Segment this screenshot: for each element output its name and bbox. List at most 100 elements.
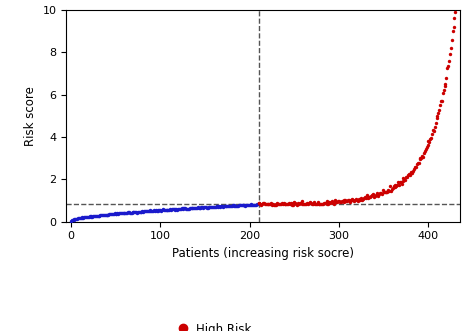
Point — [281, 201, 288, 207]
Point — [114, 211, 121, 216]
Point — [92, 213, 100, 218]
Point — [155, 208, 163, 213]
Point — [120, 210, 128, 215]
Point — [148, 209, 156, 214]
Point — [274, 201, 282, 207]
Point — [292, 202, 300, 207]
Point — [404, 172, 412, 178]
Point — [452, 9, 459, 15]
Point — [283, 201, 290, 206]
Point — [193, 205, 201, 211]
Point — [166, 207, 174, 212]
Point — [190, 205, 197, 210]
Legend: High Risk, Low Risk: High Risk, Low Risk — [174, 317, 257, 331]
Point — [228, 203, 236, 209]
Point — [383, 189, 390, 195]
Point — [335, 198, 343, 204]
Point — [264, 202, 271, 207]
Point — [191, 205, 198, 210]
Point — [212, 204, 219, 209]
Point — [205, 205, 212, 210]
Point — [100, 212, 108, 217]
Point — [342, 198, 350, 203]
Point — [128, 210, 136, 215]
Point — [264, 202, 272, 207]
Point — [321, 201, 328, 206]
Point — [300, 201, 307, 206]
Point — [421, 149, 428, 154]
Point — [208, 204, 216, 209]
Point — [251, 202, 259, 207]
Point — [323, 202, 330, 207]
Point — [99, 213, 107, 218]
Point — [446, 51, 454, 56]
Point — [338, 198, 346, 204]
Point — [132, 210, 140, 215]
Point — [384, 188, 392, 193]
Point — [147, 208, 155, 213]
Point — [136, 209, 144, 214]
Point — [438, 98, 446, 104]
Point — [362, 195, 370, 200]
Point — [133, 210, 141, 215]
Point — [435, 110, 442, 115]
Point — [225, 204, 233, 209]
Point — [391, 184, 398, 190]
Point — [175, 207, 183, 212]
Point — [332, 198, 339, 203]
Point — [318, 201, 326, 207]
Point — [142, 209, 150, 214]
Point — [287, 201, 294, 206]
Point — [248, 202, 256, 207]
Point — [432, 120, 439, 125]
Point — [358, 198, 366, 203]
Point — [107, 212, 115, 217]
Point — [219, 204, 227, 209]
Point — [151, 208, 159, 213]
Point — [75, 216, 82, 221]
Point — [213, 204, 220, 209]
Point — [419, 154, 426, 159]
Point — [330, 201, 337, 207]
Point — [176, 206, 184, 212]
Point — [214, 204, 221, 209]
Point — [309, 202, 316, 207]
Point — [215, 204, 222, 210]
Point — [304, 201, 311, 206]
Point — [361, 195, 369, 200]
Point — [400, 176, 407, 181]
Point — [280, 201, 287, 206]
Point — [201, 205, 209, 210]
Point — [117, 211, 125, 216]
Point — [144, 209, 152, 214]
Point — [444, 63, 452, 69]
Point — [368, 193, 376, 198]
Point — [103, 212, 110, 217]
Point — [375, 191, 383, 196]
Point — [83, 214, 91, 219]
Point — [79, 215, 86, 220]
Point — [137, 209, 145, 214]
Point — [428, 131, 436, 136]
Point — [230, 203, 237, 208]
Point — [365, 194, 373, 200]
Point — [322, 201, 329, 206]
Point — [152, 208, 160, 213]
Point — [108, 211, 116, 216]
Point — [302, 201, 310, 207]
Point — [104, 213, 111, 218]
Point — [326, 200, 333, 205]
Point — [398, 182, 405, 187]
Point — [135, 209, 143, 214]
Point — [334, 199, 341, 204]
Point — [252, 202, 260, 208]
Point — [127, 210, 135, 215]
Point — [260, 201, 268, 206]
Point — [246, 202, 254, 207]
Point — [450, 24, 457, 29]
Point — [182, 206, 189, 211]
Point — [174, 207, 182, 212]
Point — [429, 127, 437, 132]
Point — [180, 206, 187, 211]
Point — [310, 202, 317, 207]
